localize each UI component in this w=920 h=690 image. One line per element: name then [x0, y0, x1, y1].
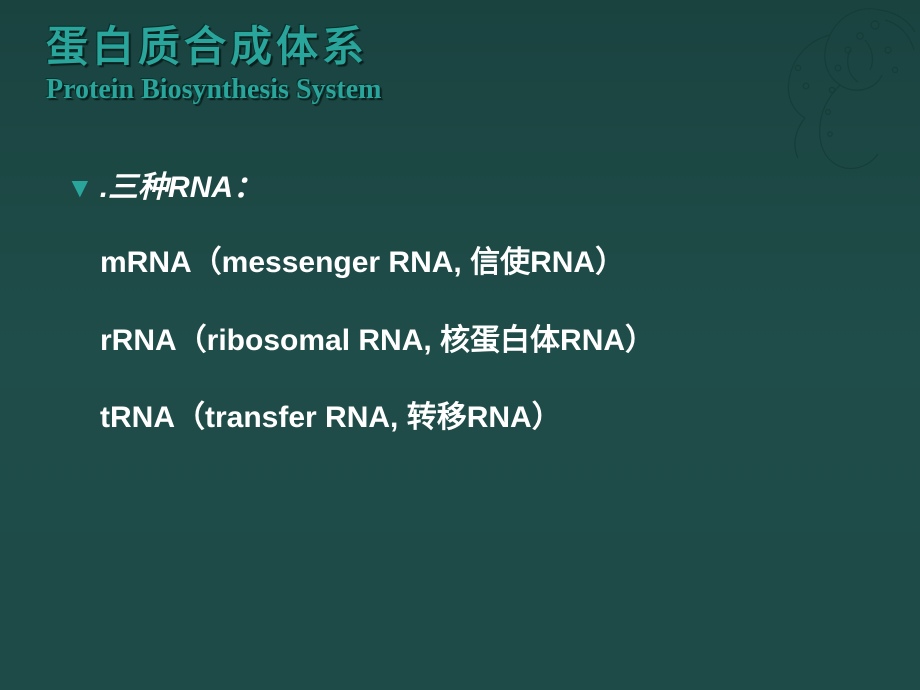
list-item: tRNA（transfer RNA, 转移RNA） — [100, 397, 740, 438]
list-item: rRNA（ribosomal RNA, 核蛋白体RNA） — [100, 320, 740, 361]
slide-content: ▼ .三种RNA： mRNA（messenger RNA, 信使RNA） rRN… — [46, 162, 874, 438]
bullet-heading-text: .三种RNA： — [100, 162, 263, 206]
slide-container: 蛋白质合成体系 Protein Biosynthesis System ▼ .三… — [0, 0, 920, 690]
slide-title-en: Protein Biosynthesis System — [46, 74, 874, 106]
slide-title-cn: 蛋白质合成体系 — [46, 24, 874, 72]
triangle-down-icon: ▼ — [66, 174, 94, 202]
list-item: mRNA（messenger RNA, 信使RNA） — [100, 242, 740, 283]
bullet-heading: ▼ .三种RNA： — [66, 162, 874, 206]
